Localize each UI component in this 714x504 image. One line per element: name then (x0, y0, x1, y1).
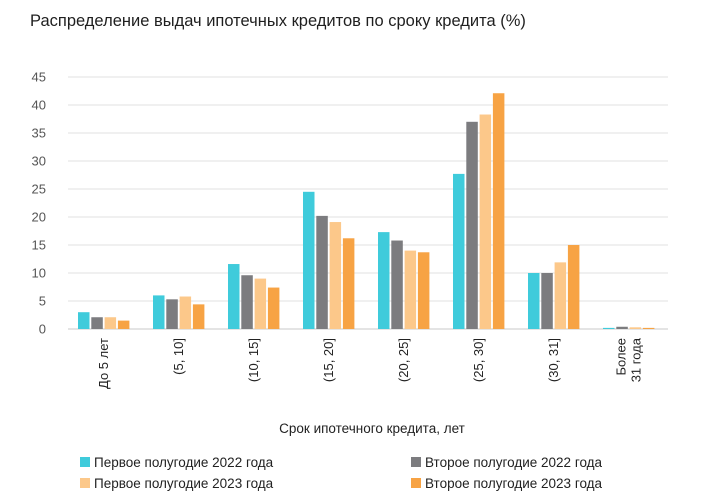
bar-series1-cat6 (453, 173, 465, 329)
x-category-label: (5, 10] (171, 338, 186, 375)
bar-series2-cat1 (91, 317, 103, 329)
x-category-line: 31 года (629, 337, 644, 382)
x-category-line: Более (614, 338, 629, 376)
legend-label-3: Первое полугодие 2023 года (94, 476, 274, 491)
y-tick-label: 0 (39, 322, 46, 337)
legend-swatch-4 (411, 478, 421, 488)
bar-series3-cat3 (254, 278, 267, 329)
y-tick-label: 45 (32, 70, 46, 85)
x-category-line: (10, 15] (246, 338, 261, 382)
y-tick-label: 35 (32, 126, 46, 141)
bar-series1-cat7 (528, 273, 540, 329)
bar-series3-cat7 (554, 262, 567, 329)
bar-series1-cat5 (378, 232, 390, 329)
y-tick-label: 20 (32, 210, 46, 225)
bar-series2-cat2 (166, 299, 178, 329)
bar-series2-cat5 (391, 240, 403, 329)
bar-series4-cat4 (342, 238, 355, 329)
bar-series4-cat2 (192, 304, 205, 329)
y-axis-ticks: 0 5 10 15 20 25 30 35 40 45 (32, 70, 46, 337)
x-category-label: (25, 30] (471, 338, 486, 382)
bar-series1-cat1 (78, 312, 90, 329)
x-category-line: (30, 31] (546, 338, 561, 382)
bar-series3-cat1 (104, 317, 117, 329)
bar-series3-cat2 (179, 296, 192, 329)
y-tick-label: 10 (32, 266, 46, 281)
legend: Первое полугодие 2022 года Второе полугод… (80, 455, 603, 491)
bar-series2-cat6 (466, 121, 478, 329)
x-category-line: (5, 10] (171, 338, 186, 375)
y-tick-label: 25 (32, 182, 46, 197)
bar-series4-cat8 (642, 327, 655, 329)
y-tick-label: 30 (32, 154, 46, 169)
bar-series1-cat8 (603, 327, 615, 329)
bar-series4-cat6 (492, 93, 505, 330)
y-tick-label: 15 (32, 238, 46, 253)
x-category-line: (25, 30] (471, 338, 486, 382)
bar-series4-cat3 (267, 287, 280, 329)
legend-swatch-1 (80, 457, 90, 467)
legend-label-4: Второе полугодие 2023 года (425, 476, 603, 491)
bar-series2-cat4 (316, 215, 328, 329)
bar-series2-cat8 (616, 326, 628, 329)
bar-series3-cat6 (479, 114, 492, 330)
bar-series3-cat5 (404, 250, 417, 329)
x-category-label: До 5 лет (96, 338, 111, 389)
x-category-label: (15, 20] (321, 338, 336, 382)
x-category-label: (30, 31] (546, 338, 561, 382)
x-category-label: Более 31 года (614, 337, 644, 382)
bar-series3-cat8 (629, 327, 642, 329)
chart-title: Распределение выдач ипотечных кредитов п… (30, 12, 526, 30)
x-axis-title: Срок ипотечного кредита, лет (279, 421, 465, 436)
bars (78, 93, 655, 330)
bar-series4-cat1 (117, 320, 130, 329)
x-category-line: (20, 25] (396, 338, 411, 382)
legend-label-2: Второе полугодие 2022 года (425, 455, 603, 470)
bar-series1-cat2 (153, 295, 165, 329)
bar-series1-cat4 (303, 191, 315, 329)
legend-swatch-3 (80, 478, 90, 488)
bar-series1-cat3 (228, 264, 240, 329)
x-axis-categories: До 5 лет (5, 10] (10, 15] (15, 20] (20, 25] (… (96, 337, 644, 389)
x-category-label: (20, 25] (396, 338, 411, 382)
x-category-line: (15, 20] (321, 338, 336, 382)
bar-series4-cat5 (417, 252, 430, 329)
bar-series3-cat4 (329, 222, 342, 329)
x-category-line: До 5 лет (96, 338, 111, 389)
legend-swatch-2 (411, 457, 421, 467)
bar-series2-cat7 (541, 273, 553, 329)
legend-label-1: Первое полугодие 2022 года (94, 455, 274, 470)
y-tick-label: 5 (39, 294, 46, 309)
bar-series4-cat7 (567, 245, 580, 329)
y-tick-label: 40 (32, 98, 46, 113)
x-category-label: (10, 15] (246, 338, 261, 382)
bar-series2-cat3 (241, 275, 253, 329)
